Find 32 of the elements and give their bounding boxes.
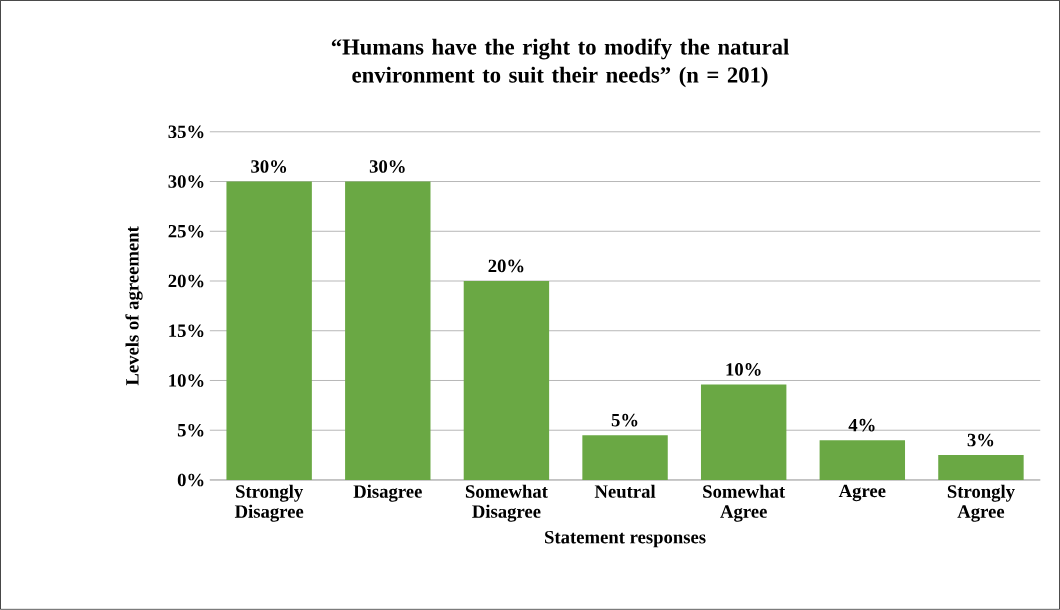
- x-tick-label: Disagree: [353, 484, 422, 502]
- bar: [226, 181, 312, 481]
- x-axis-title: Statement responses: [545, 531, 706, 548]
- data-label: 4%: [848, 418, 875, 432]
- bar: [819, 440, 906, 481]
- y-tick-label: 30%: [168, 175, 204, 188]
- chart-title: “Humans have the right to modify the natural environment to suit their needs” (n = 201): [331, 38, 789, 88]
- data-label: 30%: [369, 160, 405, 173]
- data-label: 10%: [726, 363, 761, 376]
- bar: [938, 455, 1024, 481]
- x-tick-label: Somewhat Disagree: [465, 484, 548, 522]
- y-tick-label: 15%: [169, 324, 204, 338]
- bar: [463, 281, 550, 481]
- data-label: 20%: [488, 259, 524, 273]
- data-label: 5%: [611, 413, 638, 427]
- x-tick-label: Strongly Agree: [947, 484, 1015, 522]
- bar: [345, 181, 431, 481]
- x-tick-label: Neutral: [594, 484, 656, 498]
- x-tick-label: Agree: [838, 484, 886, 502]
- y-tick-label: 25%: [168, 225, 204, 238]
- bar: [582, 435, 668, 481]
- y-tick-label: 5%: [177, 424, 204, 437]
- bar: [700, 384, 787, 481]
- y-tick-label: 35%: [168, 125, 204, 139]
- data-label: 30%: [251, 160, 287, 173]
- y-tick-label: 10%: [169, 374, 204, 387]
- x-tick-label: Somewhat Agree: [703, 484, 786, 522]
- data-label: 3%: [967, 433, 994, 447]
- y-tick-label: 0%: [177, 473, 204, 487]
- y-tick-label: 20%: [168, 274, 204, 288]
- y-axis-title: Levels of agreement: [125, 226, 143, 386]
- x-tick-label: Strongly Disagree: [234, 484, 304, 522]
